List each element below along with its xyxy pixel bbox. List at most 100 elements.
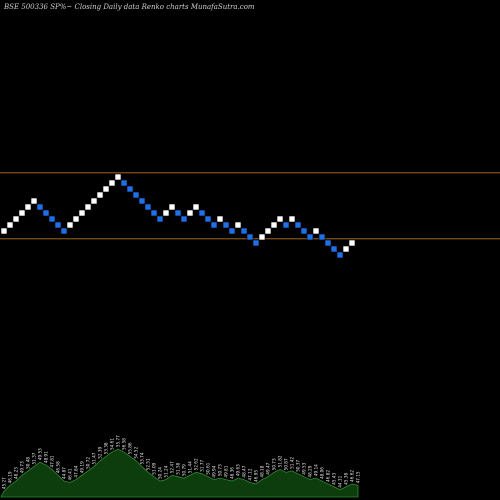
renko-brick bbox=[336, 251, 344, 259]
renko-brick bbox=[72, 215, 80, 223]
renko-brick bbox=[18, 209, 26, 217]
volume-label: 47.84 bbox=[74, 465, 79, 477]
renko-brick bbox=[234, 221, 242, 229]
renko-brick bbox=[144, 203, 152, 211]
renko-brick bbox=[198, 209, 206, 217]
renko-brick bbox=[180, 215, 188, 223]
renko-brick bbox=[240, 227, 248, 235]
renko-brick bbox=[228, 227, 236, 235]
renko-brick bbox=[54, 221, 62, 229]
renko-brick bbox=[102, 185, 110, 193]
renko-brick bbox=[216, 215, 224, 223]
renko-brick bbox=[90, 197, 98, 205]
volume-label: 49.14 bbox=[314, 464, 319, 476]
volume-label: 54.61 bbox=[110, 438, 115, 450]
renko-brick bbox=[348, 239, 356, 247]
volume-label: 45.43 bbox=[332, 473, 337, 485]
renko-brick bbox=[192, 203, 200, 211]
renko-brick bbox=[210, 221, 218, 229]
volume-label: 46.62 bbox=[350, 470, 355, 482]
volume-label: 48.47 bbox=[242, 465, 247, 477]
volume-label: 50.87 bbox=[284, 458, 289, 470]
renko-brick bbox=[138, 197, 146, 205]
volume-label: 50.79 bbox=[182, 464, 187, 476]
renko-brick bbox=[264, 227, 272, 235]
volume-label: 51.44 bbox=[188, 461, 193, 473]
volume-label: 48.18 bbox=[260, 465, 265, 477]
volume-label: 46.95 bbox=[254, 470, 259, 482]
renko-brick bbox=[342, 245, 350, 253]
renko-brick bbox=[246, 233, 254, 241]
renko-brick bbox=[108, 179, 116, 187]
volume-label: 49.63 bbox=[236, 464, 241, 476]
renko-brick bbox=[306, 233, 314, 241]
renko-brick bbox=[330, 245, 338, 253]
renko-brick bbox=[162, 209, 170, 217]
volume-label: 49.94 bbox=[212, 465, 217, 477]
volume-label: 52.51 bbox=[146, 458, 151, 470]
renko-brick bbox=[174, 209, 182, 217]
renko-brick bbox=[300, 227, 308, 235]
volume-label: 49.81 bbox=[224, 465, 229, 477]
renko-brick bbox=[156, 215, 164, 223]
volume-area bbox=[0, 448, 359, 498]
volume-label: 44.87 bbox=[62, 467, 67, 479]
renko-brick bbox=[30, 197, 38, 205]
renko-brick bbox=[42, 209, 50, 217]
volume-label: 50.61 bbox=[206, 462, 211, 474]
volume-label: 51.82 bbox=[278, 455, 283, 467]
renko-brick bbox=[96, 191, 104, 199]
renko-brick bbox=[60, 227, 68, 235]
volume-label: 52.39 bbox=[98, 446, 103, 458]
volume-label: 48.91 bbox=[44, 451, 49, 463]
volume-label: 46.19 bbox=[8, 471, 13, 483]
volume-label: 49.53 bbox=[302, 462, 307, 474]
volume-label: 53.74 bbox=[140, 452, 145, 464]
renko-brick bbox=[84, 203, 92, 211]
volume-label: 50.72 bbox=[86, 457, 91, 469]
volume-label: 48.29 bbox=[308, 465, 313, 477]
renko-brick bbox=[318, 233, 326, 241]
volume-label: 51.09 bbox=[152, 462, 157, 474]
volume-label: 51.47 bbox=[92, 452, 97, 464]
volume-label: 50.48 bbox=[26, 457, 31, 469]
renko-brick bbox=[294, 221, 302, 229]
volume-label: 47.12 bbox=[248, 468, 253, 480]
volume-label: 50.73 bbox=[272, 458, 277, 470]
volume-label: 48.06 bbox=[320, 467, 325, 479]
volume-label: 56.58 bbox=[122, 438, 127, 450]
volume-label: 50.24 bbox=[158, 467, 163, 479]
volume-label: 49.19 bbox=[80, 461, 85, 473]
renko-brick bbox=[150, 209, 158, 217]
volume-label: 55.77 bbox=[116, 435, 121, 447]
renko-brick bbox=[258, 233, 266, 241]
volume-label: 46.41 bbox=[68, 468, 73, 480]
renko-brick bbox=[114, 173, 122, 181]
volume-label: 50.37 bbox=[296, 459, 301, 471]
volume-label: 48.23 bbox=[14, 467, 19, 479]
renko-brick bbox=[282, 221, 290, 229]
volume-label: 47.15 bbox=[356, 471, 361, 483]
renko-brick bbox=[48, 215, 56, 223]
renko-brick bbox=[12, 215, 20, 223]
volume-label: 45.27 bbox=[2, 477, 7, 489]
renko-brick bbox=[324, 239, 332, 247]
volume-label: 45.38 bbox=[344, 473, 349, 485]
volume-label: 44.31 bbox=[338, 475, 343, 487]
volume-label: 49.73 bbox=[20, 461, 25, 473]
volume-label: 46.58 bbox=[56, 461, 61, 473]
volume-label: 51.24 bbox=[164, 465, 169, 477]
volume-label: 50.73 bbox=[218, 464, 223, 476]
volume-label: 52.47 bbox=[170, 461, 175, 473]
volume-label: 51.77 bbox=[200, 459, 205, 471]
volume-label: 53.38 bbox=[104, 442, 109, 454]
renko-brick bbox=[252, 239, 260, 247]
volume-label: 54.52 bbox=[134, 446, 139, 458]
volume-label: 51.37 bbox=[32, 452, 37, 464]
renko-brick bbox=[276, 215, 284, 223]
volume-label: 52.62 bbox=[194, 458, 199, 470]
renko-brick bbox=[126, 185, 134, 193]
volume-label: 55.86 bbox=[128, 442, 133, 454]
